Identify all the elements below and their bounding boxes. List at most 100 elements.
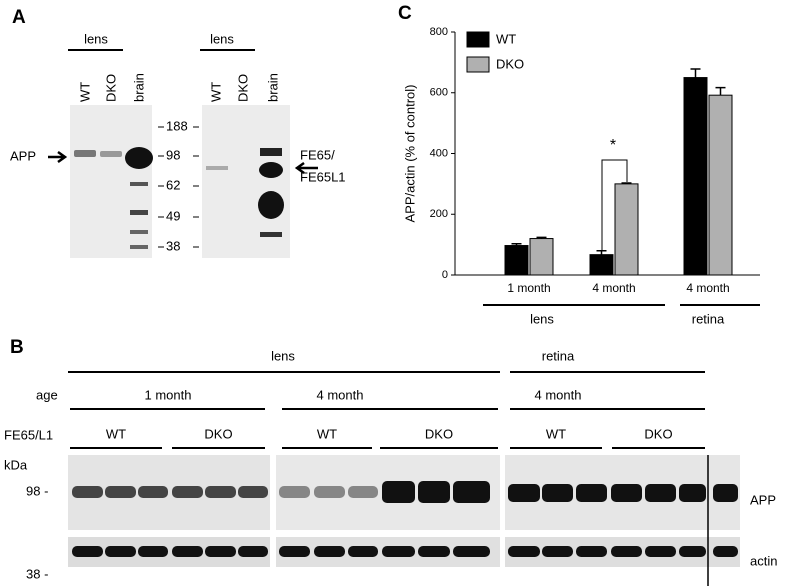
band — [542, 484, 573, 502]
band — [713, 484, 738, 502]
band — [645, 546, 676, 557]
x-tick-label: 4 month — [592, 281, 635, 295]
markers: 188 98 62 49 38 — [158, 118, 199, 253]
y-tick-label: 800 — [430, 26, 448, 38]
band — [679, 546, 706, 557]
band — [508, 484, 540, 502]
band — [105, 486, 136, 498]
legend-label: DKO — [496, 56, 524, 71]
marker: 98 - — [26, 483, 48, 498]
marker: 62 — [166, 177, 180, 192]
band — [418, 481, 450, 503]
band — [453, 546, 490, 557]
age-label: 4 month — [535, 387, 582, 402]
band — [172, 546, 203, 557]
group-label: lens — [210, 31, 234, 46]
arrow — [294, 161, 318, 175]
band — [72, 546, 103, 557]
band — [679, 484, 706, 502]
arrow — [48, 150, 68, 164]
band — [205, 486, 236, 498]
band — [453, 481, 490, 503]
band — [314, 546, 345, 557]
marker: 49 — [166, 208, 180, 223]
band — [348, 546, 378, 557]
axis-label: kDa — [4, 457, 28, 472]
lane-label: DKO — [103, 74, 118, 102]
significance-bracket — [601, 159, 628, 250]
legend-swatch — [466, 31, 490, 48]
y-tick-label: 400 — [430, 147, 448, 159]
legend-swatch — [466, 56, 490, 73]
tissue-label: retina — [542, 348, 575, 363]
x-tick-label: 4 month — [686, 281, 729, 295]
row-label: age — [36, 387, 58, 402]
bar — [589, 254, 614, 276]
group-label: retina — [692, 311, 725, 326]
band — [138, 486, 168, 498]
legend-label: WT — [496, 31, 516, 46]
genotype-label: WT — [106, 426, 126, 441]
lane-label: WT — [208, 82, 223, 102]
marker: 38 — [166, 238, 180, 253]
band — [576, 484, 607, 502]
genotype-label: WT — [546, 426, 566, 441]
panel-label: C — [398, 3, 412, 24]
band — [382, 481, 415, 503]
y-tick-label: 600 — [430, 87, 448, 99]
band — [279, 546, 310, 557]
y-tick-label: 200 — [430, 208, 448, 220]
band — [105, 546, 136, 557]
band — [382, 546, 415, 557]
group-label: lens — [530, 311, 554, 326]
bar — [683, 77, 708, 276]
arrow-label: FE65/ — [300, 147, 335, 162]
band — [205, 546, 236, 557]
lane-label: DKO — [235, 74, 250, 102]
genotype-label: DKO — [644, 426, 672, 441]
arrow-label: APP — [10, 148, 36, 163]
band — [238, 486, 268, 498]
marker: 188 — [166, 118, 188, 133]
bar — [614, 183, 639, 276]
band — [138, 546, 168, 557]
band — [713, 546, 738, 557]
error-bar — [511, 242, 522, 246]
band — [576, 546, 607, 557]
bar — [529, 238, 554, 276]
band — [542, 546, 573, 557]
annotation: * — [610, 137, 616, 154]
band — [611, 484, 642, 502]
band — [314, 486, 345, 498]
genotypes: WT DKO WT DKO WT DKO — [70, 426, 705, 449]
genotype-label: DKO — [425, 426, 453, 441]
bar-chart: C APP/actin (% of control) 0 200 400 600 800 WT… — [398, 3, 760, 326]
tissue-label: lens — [271, 348, 295, 363]
blot — [70, 105, 290, 258]
error-bar — [536, 236, 547, 239]
y-axis-label: APP/actin (% of control) — [402, 85, 417, 223]
band — [172, 486, 203, 498]
band — [645, 484, 676, 502]
band — [508, 546, 540, 557]
error-bar — [596, 249, 607, 255]
bar — [708, 94, 733, 276]
blot — [68, 455, 740, 567]
band — [418, 546, 450, 557]
lane-label: WT — [77, 82, 92, 102]
arrow-label: FE65L1 — [300, 169, 346, 184]
lane-label: brain — [131, 73, 146, 102]
group-label: lens — [84, 31, 108, 46]
error-bar — [715, 86, 726, 96]
marker: 98 — [166, 147, 180, 162]
y-tick-label: 0 — [442, 269, 448, 281]
panel-label: A — [12, 7, 26, 28]
error-bar — [690, 68, 701, 78]
band — [279, 486, 310, 498]
band — [348, 486, 378, 498]
row-label: actin — [750, 553, 777, 568]
row-label: APP — [750, 492, 776, 507]
row-label: FE65/L1 — [4, 427, 53, 442]
x-tick-label: 1 month — [507, 281, 550, 295]
